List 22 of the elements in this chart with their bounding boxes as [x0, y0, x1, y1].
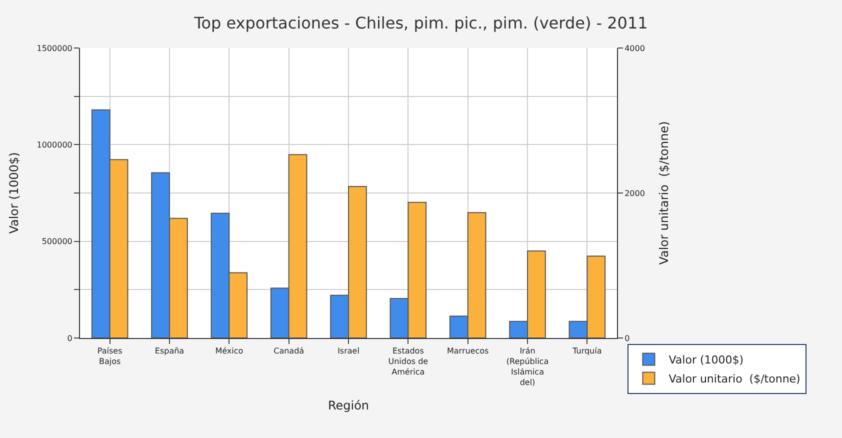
y-axis-title: Valor (1000$): [7, 152, 22, 234]
y-tick-label: 1500000: [36, 44, 72, 53]
y-tick-label: 1000000: [36, 140, 72, 150]
x-tick-label: Israel: [338, 346, 360, 356]
x-axis-title: Región: [328, 398, 370, 413]
y-tick-label: 500000: [42, 237, 72, 246]
x-tick-label: Marruecos: [446, 346, 489, 356]
chart-title: Top exportaciones - Chiles, pim. pic., pim. (verde) - 2011: [193, 14, 648, 33]
y2-axis-title: Valor unitario ($/tonne): [656, 121, 671, 265]
legend-label: Valor (1000$): [668, 354, 744, 367]
y2-tick-label: 0: [624, 334, 630, 343]
y2-tick-label: 2000: [624, 188, 645, 198]
x-tick-label: Estados Unidos de América: [388, 346, 428, 376]
x-tick-label: Canadá: [274, 346, 304, 356]
y-tick-label: 0: [67, 334, 72, 343]
x-tick-label: Turquía: [572, 346, 602, 356]
legend-label: Valor unitario ($/tonne): [668, 372, 800, 386]
x-tick-label: Países Bajos: [97, 346, 122, 366]
x-tick-label: México: [215, 346, 244, 356]
x-tick-label: Irán (República Islámica del): [506, 346, 549, 387]
y2-tick-label: 4000: [624, 44, 645, 53]
x-tick-label: España: [154, 346, 184, 356]
